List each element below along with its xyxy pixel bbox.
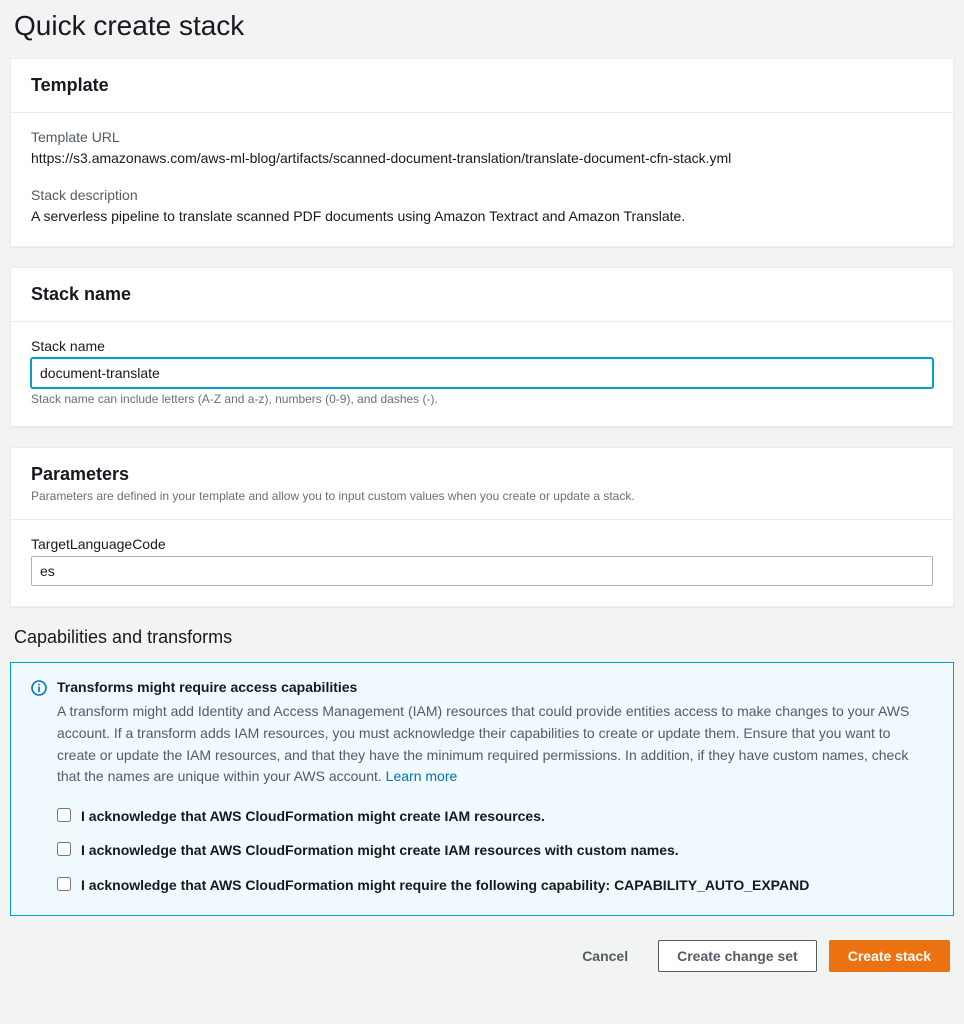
create-stack-button[interactable]: Create stack — [829, 940, 950, 972]
capabilities-info-title: Transforms might require access capabili… — [57, 679, 933, 695]
capabilities-info-body: A transform might add Identity and Acces… — [57, 701, 933, 788]
stack-name-panel: Stack name Stack name Stack name can inc… — [10, 267, 954, 427]
ack-iam-resources[interactable]: I acknowledge that AWS CloudFormation mi… — [57, 806, 933, 826]
parameters-panel: Parameters Parameters are defined in you… — [10, 447, 954, 607]
capabilities-heading: Capabilities and transforms — [14, 627, 954, 648]
parameter-target-language-input[interactable] — [31, 556, 933, 586]
stack-name-heading: Stack name — [31, 284, 933, 305]
template-panel-body: Template URL https://s3.amazonaws.com/aw… — [11, 113, 953, 246]
capabilities-info-text: A transform might add Identity and Acces… — [57, 703, 909, 784]
ack-auto-expand-checkbox[interactable] — [57, 877, 71, 891]
ack-auto-expand-label: I acknowledge that AWS CloudFormation mi… — [81, 875, 809, 895]
template-panel-header: Template — [11, 59, 953, 113]
stack-description-value: A serverless pipeline to translate scann… — [31, 207, 933, 227]
stack-description-label: Stack description — [31, 187, 933, 203]
ack-iam-resources-label: I acknowledge that AWS CloudFormation mi… — [81, 806, 545, 826]
template-url-label: Template URL — [31, 129, 933, 145]
parameter-target-language-label: TargetLanguageCode — [31, 536, 933, 552]
template-url-value: https://s3.amazonaws.com/aws-ml-blog/art… — [31, 149, 933, 169]
template-heading: Template — [31, 75, 933, 96]
capabilities-info-box: Transforms might require access capabili… — [10, 662, 954, 916]
parameters-panel-header: Parameters Parameters are defined in you… — [11, 448, 953, 520]
ack-iam-custom-names-checkbox[interactable] — [57, 842, 71, 856]
ack-iam-custom-names-label: I acknowledge that AWS CloudFormation mi… — [81, 840, 679, 860]
ack-iam-resources-checkbox[interactable] — [57, 808, 71, 822]
stack-name-panel-body: Stack name Stack name can include letter… — [11, 322, 953, 426]
ack-auto-expand[interactable]: I acknowledge that AWS CloudFormation mi… — [57, 875, 933, 895]
stack-name-input[interactable] — [31, 358, 933, 388]
stack-name-hint: Stack name can include letters (A-Z and … — [31, 392, 933, 406]
parameters-subtext: Parameters are defined in your template … — [31, 489, 933, 503]
create-change-set-button[interactable]: Create change set — [658, 940, 817, 972]
acknowledgement-list: I acknowledge that AWS CloudFormation mi… — [57, 806, 933, 895]
parameters-heading: Parameters — [31, 464, 933, 485]
ack-iam-custom-names[interactable]: I acknowledge that AWS CloudFormation mi… — [57, 840, 933, 860]
footer-actions: Cancel Create change set Create stack — [10, 936, 954, 980]
page-title: Quick create stack — [10, 10, 954, 42]
stack-name-label: Stack name — [31, 338, 933, 354]
cancel-button[interactable]: Cancel — [564, 941, 646, 971]
stack-name-panel-header: Stack name — [11, 268, 953, 322]
parameters-panel-body: TargetLanguageCode — [11, 520, 953, 606]
learn-more-link[interactable]: Learn more — [386, 768, 458, 784]
template-panel: Template Template URL https://s3.amazona… — [10, 58, 954, 247]
info-icon — [31, 680, 47, 696]
